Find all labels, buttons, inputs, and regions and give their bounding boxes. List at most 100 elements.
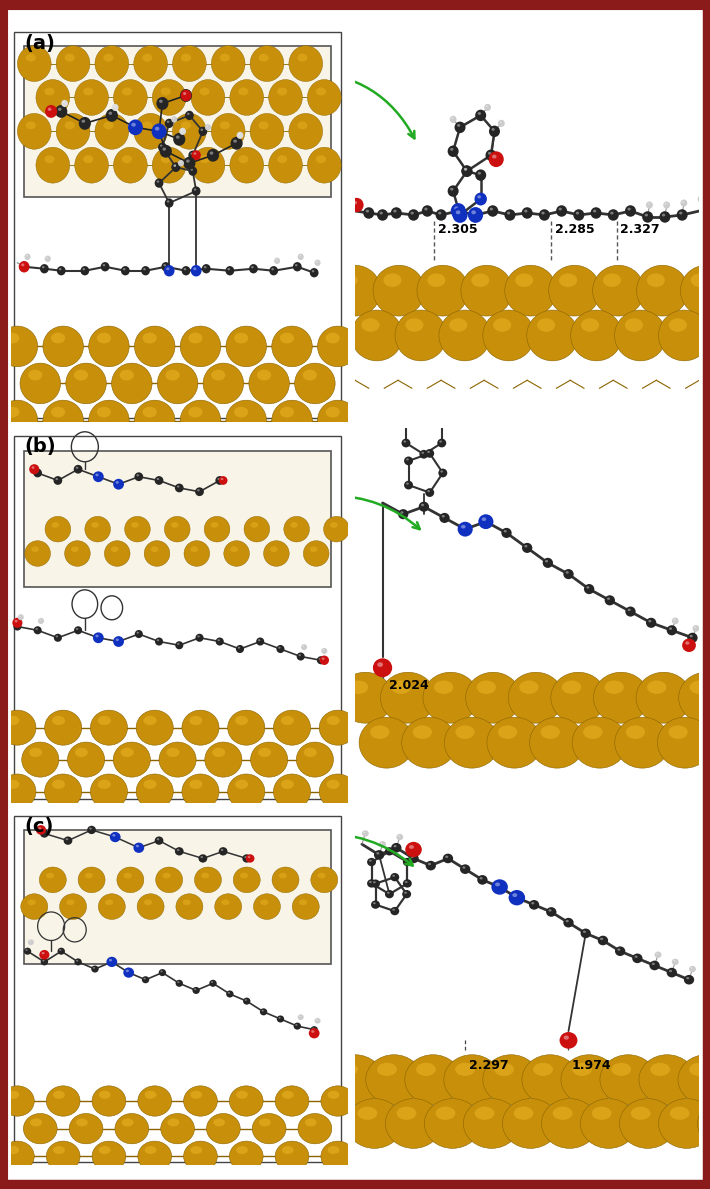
Ellipse shape: [239, 156, 248, 163]
Ellipse shape: [684, 975, 694, 984]
Ellipse shape: [522, 543, 532, 553]
Ellipse shape: [398, 509, 408, 520]
Ellipse shape: [195, 634, 204, 642]
Ellipse shape: [479, 877, 483, 880]
Ellipse shape: [181, 130, 182, 131]
Ellipse shape: [175, 980, 183, 987]
Ellipse shape: [440, 471, 443, 472]
Ellipse shape: [277, 88, 287, 95]
Ellipse shape: [438, 212, 442, 214]
Ellipse shape: [377, 209, 388, 221]
Ellipse shape: [449, 319, 467, 332]
Ellipse shape: [492, 155, 496, 158]
Ellipse shape: [437, 416, 447, 424]
Ellipse shape: [182, 710, 219, 746]
Ellipse shape: [327, 1090, 339, 1099]
Ellipse shape: [230, 80, 263, 115]
Ellipse shape: [166, 748, 180, 757]
Ellipse shape: [122, 88, 132, 95]
Ellipse shape: [427, 273, 445, 287]
Ellipse shape: [0, 401, 38, 441]
Ellipse shape: [164, 265, 175, 277]
Ellipse shape: [235, 780, 248, 789]
Ellipse shape: [184, 1086, 217, 1116]
Ellipse shape: [248, 856, 251, 858]
Ellipse shape: [176, 136, 180, 139]
Ellipse shape: [244, 516, 270, 542]
Ellipse shape: [464, 1099, 520, 1149]
Ellipse shape: [51, 333, 65, 344]
Ellipse shape: [78, 867, 105, 893]
Ellipse shape: [349, 680, 368, 694]
Ellipse shape: [309, 1028, 320, 1038]
Ellipse shape: [420, 449, 428, 459]
Ellipse shape: [454, 121, 466, 133]
Ellipse shape: [155, 127, 159, 131]
Ellipse shape: [24, 948, 31, 955]
Ellipse shape: [484, 103, 491, 111]
Ellipse shape: [449, 115, 457, 122]
Ellipse shape: [628, 208, 630, 210]
Ellipse shape: [454, 209, 466, 221]
Ellipse shape: [297, 54, 307, 62]
Ellipse shape: [245, 999, 247, 1001]
Ellipse shape: [277, 156, 287, 163]
Ellipse shape: [85, 873, 93, 879]
Ellipse shape: [167, 200, 170, 202]
Ellipse shape: [105, 899, 113, 905]
Ellipse shape: [183, 157, 195, 170]
Ellipse shape: [33, 627, 42, 635]
Ellipse shape: [669, 628, 672, 630]
Ellipse shape: [472, 212, 476, 214]
Ellipse shape: [155, 867, 182, 893]
Text: 2.024: 2.024: [389, 679, 429, 692]
Ellipse shape: [513, 1107, 533, 1120]
Ellipse shape: [129, 121, 141, 134]
Ellipse shape: [39, 867, 66, 893]
Ellipse shape: [514, 895, 517, 898]
Ellipse shape: [428, 863, 431, 866]
Ellipse shape: [128, 119, 143, 136]
Ellipse shape: [159, 100, 163, 103]
Ellipse shape: [158, 363, 198, 404]
Ellipse shape: [483, 518, 486, 521]
Ellipse shape: [17, 45, 51, 82]
Ellipse shape: [202, 264, 211, 273]
Ellipse shape: [505, 265, 557, 316]
Ellipse shape: [386, 1099, 442, 1149]
Ellipse shape: [165, 199, 173, 208]
Ellipse shape: [207, 149, 219, 162]
Ellipse shape: [317, 326, 358, 366]
Ellipse shape: [80, 266, 89, 276]
Ellipse shape: [66, 899, 75, 905]
Ellipse shape: [155, 127, 160, 131]
Ellipse shape: [167, 120, 170, 122]
Ellipse shape: [76, 1119, 88, 1126]
Ellipse shape: [648, 203, 650, 205]
Ellipse shape: [220, 121, 230, 130]
Ellipse shape: [227, 268, 230, 270]
Ellipse shape: [205, 124, 211, 131]
Ellipse shape: [95, 45, 129, 82]
Ellipse shape: [454, 207, 459, 210]
Ellipse shape: [43, 960, 45, 962]
Ellipse shape: [95, 473, 99, 477]
Ellipse shape: [367, 879, 376, 888]
Ellipse shape: [212, 113, 245, 150]
Ellipse shape: [92, 1086, 126, 1116]
Text: 2.305: 2.305: [437, 224, 477, 235]
Ellipse shape: [297, 653, 305, 661]
Ellipse shape: [461, 524, 466, 529]
Ellipse shape: [56, 113, 90, 150]
Ellipse shape: [58, 948, 65, 955]
Ellipse shape: [317, 401, 358, 441]
Ellipse shape: [96, 635, 99, 637]
Ellipse shape: [413, 725, 432, 738]
Ellipse shape: [405, 319, 423, 332]
Ellipse shape: [367, 857, 376, 867]
Ellipse shape: [160, 156, 171, 163]
Ellipse shape: [272, 326, 312, 366]
Ellipse shape: [45, 105, 58, 118]
Ellipse shape: [689, 1063, 709, 1076]
Ellipse shape: [645, 214, 648, 216]
